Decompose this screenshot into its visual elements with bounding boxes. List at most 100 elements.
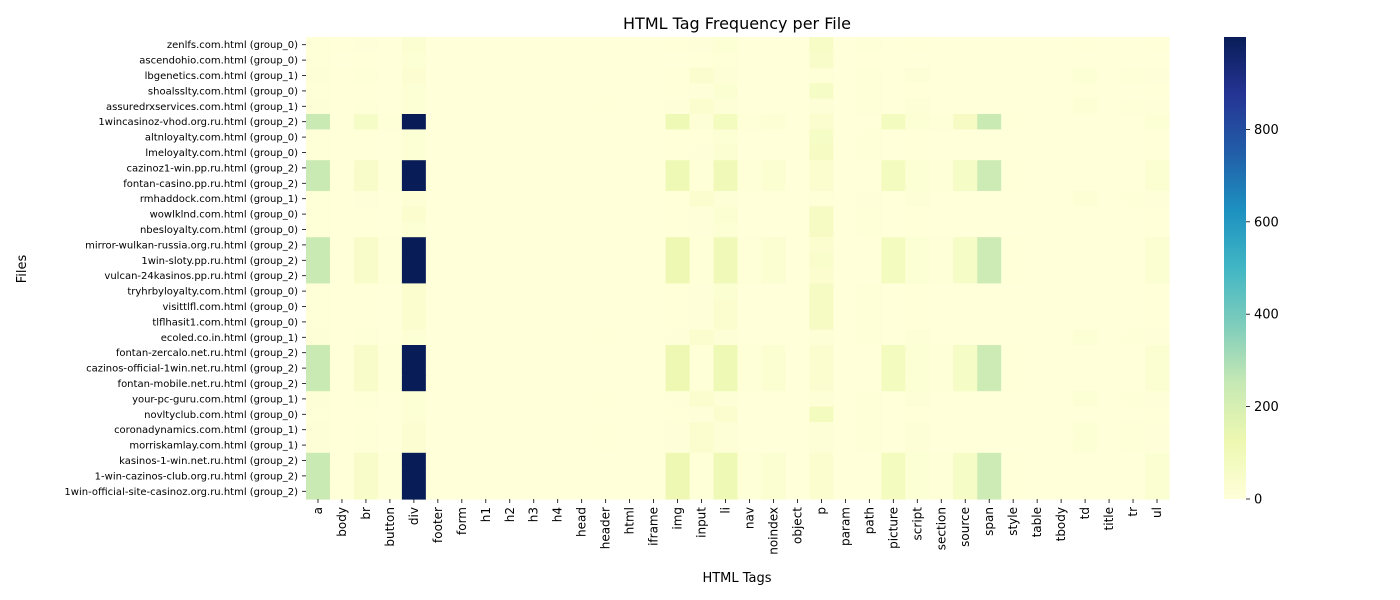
- heatmap-cell: [473, 67, 499, 84]
- heatmap-cell: [953, 67, 978, 84]
- heatmap-cell: [785, 144, 811, 161]
- heatmap-cell: [497, 114, 523, 130]
- heatmap-cell: [929, 452, 954, 469]
- heatmap-cell: [833, 452, 858, 469]
- heatmap-cell: [617, 52, 643, 69]
- heatmap-cell: [881, 37, 906, 53]
- heatmap-cell: [1145, 360, 1170, 377]
- heatmap-cell: [617, 237, 643, 254]
- y-tick-label: coronadynamics.com.html (group_1): [114, 425, 298, 436]
- heatmap-cell: [329, 268, 355, 284]
- heatmap-cell: [329, 206, 355, 223]
- heatmap-cell: [785, 452, 811, 469]
- heatmap-cell: [377, 329, 403, 346]
- heatmap-cell: [377, 175, 403, 192]
- heatmap-cell: [713, 468, 739, 485]
- heatmap-cell: [857, 252, 882, 269]
- heatmap-cell: [977, 114, 1002, 130]
- heatmap-cell: [641, 144, 667, 161]
- heatmap-cell: [785, 129, 811, 146]
- heatmap-cell: [1145, 114, 1170, 130]
- heatmap-cell: [521, 483, 547, 500]
- heatmap-cell: [617, 345, 643, 361]
- heatmap-cell: [977, 175, 1002, 192]
- heatmap-cell: [1097, 129, 1122, 146]
- heatmap-cell: [881, 52, 906, 69]
- heatmap-cell: [473, 129, 499, 146]
- x-tick-label: object: [790, 507, 804, 544]
- heatmap-cell: [737, 422, 763, 438]
- heatmap-cell: [785, 160, 811, 177]
- heatmap-cell: [953, 144, 978, 161]
- heatmap-cell: [1097, 98, 1122, 115]
- heatmap-cell: [761, 98, 787, 115]
- heatmap-cell: [449, 67, 475, 84]
- y-tick-label: lbgenetics.com.html (group_1): [145, 71, 299, 82]
- heatmap-cell: [449, 191, 475, 207]
- heatmap-cell: [306, 329, 331, 346]
- heatmap-cell: [689, 422, 715, 438]
- heatmap-cell: [641, 114, 667, 130]
- heatmap-cell: [689, 406, 715, 423]
- heatmap-cell: [329, 144, 355, 161]
- heatmap-cell: [1001, 175, 1026, 192]
- y-tick-label: 1win-sloty.pp.ru.html (group_2): [141, 256, 298, 267]
- heatmap-cell: [497, 452, 523, 469]
- heatmap-cell: [593, 175, 619, 192]
- heatmap-cell: [809, 206, 834, 223]
- heatmap-cell: [761, 360, 787, 377]
- heatmap-cell: [617, 283, 643, 300]
- heatmap-cell: [353, 298, 379, 315]
- heatmap-cell: [929, 314, 954, 331]
- heatmap-cell: [785, 37, 811, 53]
- heatmap-cell: [713, 114, 739, 130]
- heatmap-cell: [1049, 129, 1074, 146]
- heatmap-cell: [473, 237, 499, 254]
- heatmap-cell: [521, 160, 547, 177]
- heatmap-cell: [1025, 422, 1050, 438]
- heatmap-cell: [473, 206, 499, 223]
- heatmap-cell: [401, 468, 427, 485]
- heatmap-cell: [329, 468, 355, 485]
- heatmap-cell: [1073, 406, 1098, 423]
- heatmap-cell: [977, 144, 1002, 161]
- heatmap-cell: [617, 129, 643, 146]
- heatmap-cell: [497, 375, 523, 392]
- heatmap-cell: [497, 360, 523, 377]
- heatmap-cell: [809, 175, 834, 192]
- heatmap-cell: [306, 345, 331, 361]
- y-tick-label: shoalsslty.com.html (group_0): [148, 86, 298, 97]
- heatmap-cell: [1097, 375, 1122, 392]
- heatmap-cell: [785, 67, 811, 84]
- heatmap-cell: [497, 483, 523, 500]
- heatmap-cell: [1049, 375, 1074, 392]
- x-tick-label: h4: [551, 507, 565, 522]
- heatmap-cell: [737, 375, 763, 392]
- heatmap-cell: [881, 483, 906, 500]
- heatmap-cell: [617, 298, 643, 315]
- heatmap-cell: [785, 252, 811, 269]
- heatmap-cell: [881, 221, 906, 238]
- heatmap-cell: [1025, 114, 1050, 130]
- heatmap-cell: [881, 391, 906, 408]
- heatmap-cell: [353, 206, 379, 223]
- heatmap-cell: [425, 422, 451, 438]
- heatmap-cell: [1049, 452, 1074, 469]
- heatmap-cell: [593, 252, 619, 269]
- heatmap-cell: [1049, 314, 1074, 331]
- heatmap-cell: [641, 283, 667, 300]
- heatmap-cell: [473, 114, 499, 130]
- heatmap-cell: [401, 283, 427, 300]
- heatmap-cell: [833, 252, 858, 269]
- heatmap-cell: [977, 437, 1002, 454]
- heatmap-cell: [401, 175, 427, 192]
- heatmap-cell: [1073, 98, 1098, 115]
- heatmap-cell: [449, 206, 475, 223]
- heatmap-cell: [306, 83, 331, 100]
- heatmap-cell: [665, 98, 691, 115]
- heatmap-cell: [353, 221, 379, 238]
- heatmap-cell: [881, 252, 906, 269]
- heatmap-cell: [809, 406, 834, 423]
- heatmap-cell: [449, 268, 475, 284]
- heatmap-cell: [1049, 160, 1074, 177]
